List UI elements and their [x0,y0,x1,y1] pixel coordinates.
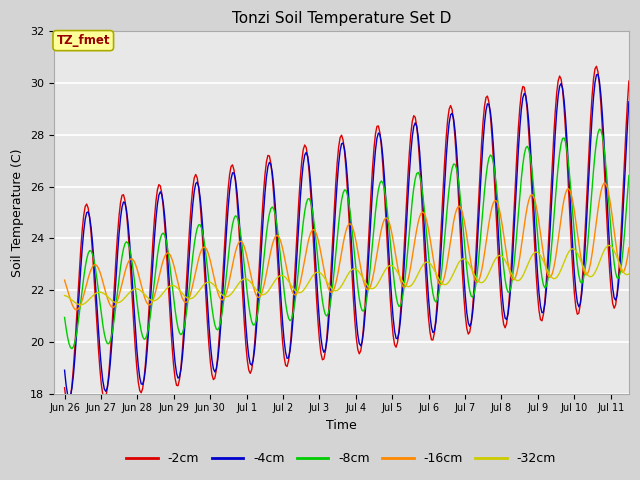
Title: Tonzi Soil Temperature Set D: Tonzi Soil Temperature Set D [232,11,451,26]
-2cm [465,331,472,337]
-8cm [548,235,556,241]
Line: -32cm: -32cm [65,245,629,305]
-16cm [99,279,107,285]
-4cm [61,367,68,373]
-16cm [625,245,633,251]
-8cm [99,322,107,328]
-4cm [594,72,602,77]
-8cm [623,192,631,198]
-32cm [625,271,633,277]
-16cm [465,243,472,249]
Text: TZ_fmet: TZ_fmet [56,34,110,47]
-4cm [623,123,631,129]
-32cm [465,260,472,265]
-32cm [623,272,631,277]
Y-axis label: Soil Temperature (C): Soil Temperature (C) [11,148,24,277]
-2cm [593,63,600,69]
-4cm [353,317,360,323]
-32cm [606,242,614,248]
Line: -16cm: -16cm [65,183,629,310]
-32cm [99,290,107,296]
-16cm [623,255,631,261]
-32cm [81,300,89,306]
-32cm [77,302,84,308]
-4cm [465,320,472,326]
-8cm [353,271,360,276]
-4cm [99,378,107,384]
-8cm [81,264,89,270]
-8cm [68,346,76,351]
-16cm [548,271,556,276]
-4cm [625,99,633,105]
-16cm [81,287,89,292]
-32cm [353,266,360,272]
Legend: -2cm, -4cm, -8cm, -16cm, -32cm: -2cm, -4cm, -8cm, -16cm, -32cm [122,447,561,470]
-2cm [623,100,631,106]
-16cm [602,180,609,186]
-32cm [61,293,68,299]
-16cm [353,240,360,246]
-2cm [81,204,89,209]
-32cm [548,275,556,281]
-16cm [61,277,68,283]
-8cm [61,314,68,320]
Line: -2cm: -2cm [65,66,629,405]
Line: -8cm: -8cm [65,129,629,348]
-4cm [81,216,89,222]
-8cm [465,279,472,285]
-2cm [548,162,556,168]
X-axis label: Time: Time [326,419,356,432]
-8cm [596,126,604,132]
-2cm [61,385,68,391]
-16cm [72,307,80,313]
-2cm [625,78,633,84]
-4cm [65,395,73,401]
-2cm [63,402,71,408]
-4cm [548,185,556,191]
Line: -4cm: -4cm [65,74,629,398]
-8cm [625,173,633,179]
-2cm [353,335,360,341]
-2cm [99,392,107,398]
